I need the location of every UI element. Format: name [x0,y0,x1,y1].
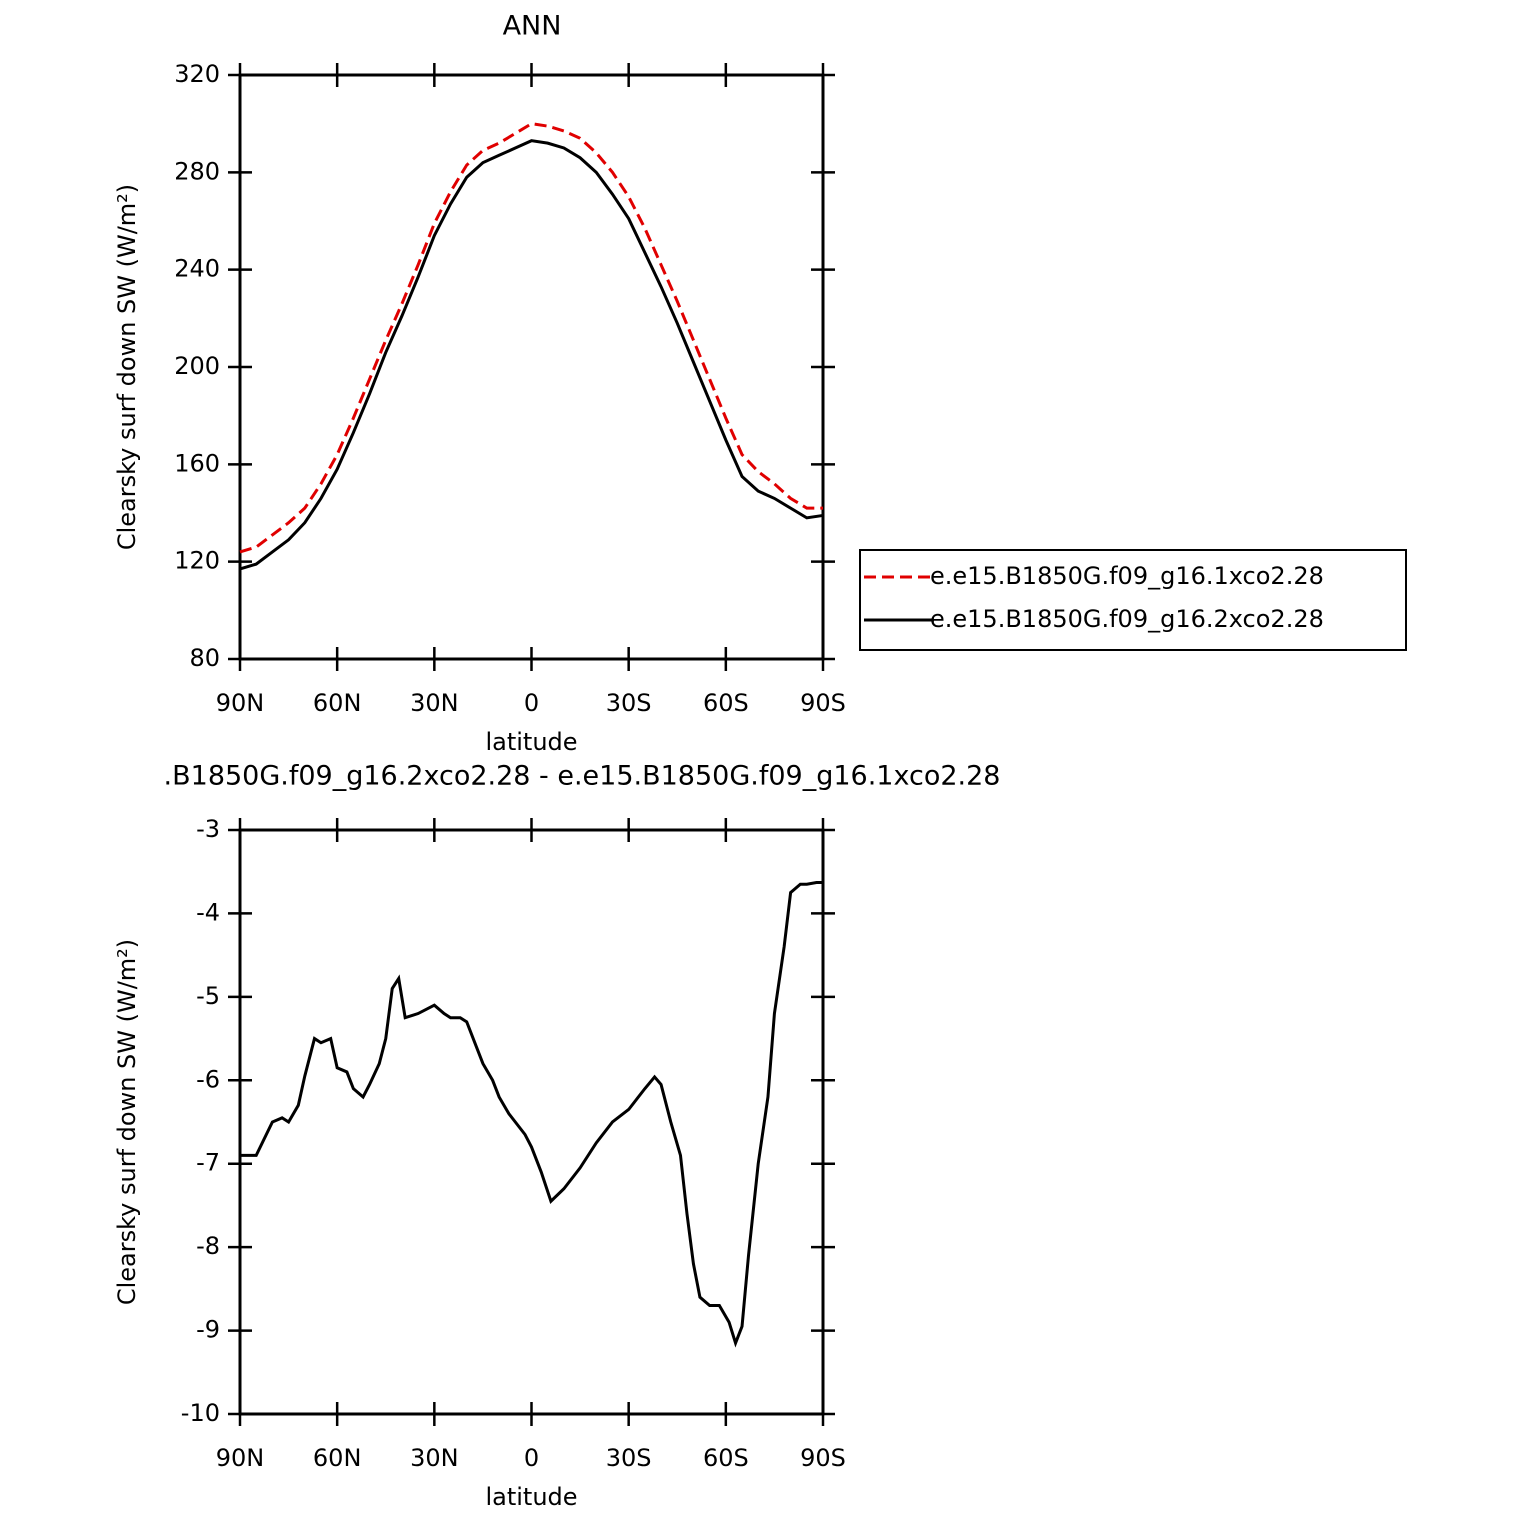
y-tick-label: -4 [196,898,220,926]
series-line [240,881,823,1348]
y-tick-label: -8 [196,1232,220,1260]
y-tick-label: -3 [196,815,220,843]
series-line [239,122,823,554]
x-tick-label: 0 [524,689,539,717]
y-tick-label: -10 [181,1399,220,1427]
chart-title: ANN [503,11,562,42]
x-tick-label: 90S [800,1444,846,1472]
legend-box [859,549,1407,651]
series-line [239,139,824,571]
y-tick-label: 120 [174,547,220,575]
legend-label: e.e15.B1850G.f09_g16.1xco2.28 [930,562,1324,590]
x-tick-label: 60S [703,689,749,717]
x-tick-label: 60S [703,1444,749,1472]
y-tick-label: 280 [174,157,220,185]
x-tick-label: 30S [606,689,652,717]
x-tick-label: 0 [524,1444,539,1472]
x-tick-label: 30N [410,689,459,717]
y-tick-label: -7 [196,1149,220,1177]
chart-title: .B1850G.f09_g16.2xco2.28 - e.e15.B1850G.… [164,761,1001,792]
y-tick-label: 160 [174,449,220,477]
y-tick-label: -9 [196,1316,220,1344]
x-tick-label: 90S [800,689,846,717]
y-tick-label: 240 [174,255,220,283]
legend-label: e.e15.B1850G.f09_g16.2xco2.28 [930,605,1324,633]
y-tick-label: 200 [174,352,220,380]
x-tick-label: 90N [216,1444,265,1472]
x-tick-label: 60N [313,689,362,717]
x-tick-label: 60N [313,1444,362,1472]
y-tick-label: 320 [174,60,220,88]
y-tick-label: -6 [196,1065,220,1093]
y-tick-label: 80 [189,644,220,672]
x-tick-label: 30S [606,1444,652,1472]
x-axis-label: latitude [485,728,577,756]
y-axis-label: Clearsky surf down SW (W/m²) [113,939,141,1305]
plot-frame [238,73,825,661]
x-tick-label: 90N [216,689,265,717]
plot-frame [238,828,825,1416]
y-axis-label: Clearsky surf down SW (W/m²) [113,184,141,550]
x-tick-label: 30N [410,1444,459,1472]
y-tick-label: -5 [196,982,220,1010]
x-axis-label: latitude [485,1483,577,1511]
